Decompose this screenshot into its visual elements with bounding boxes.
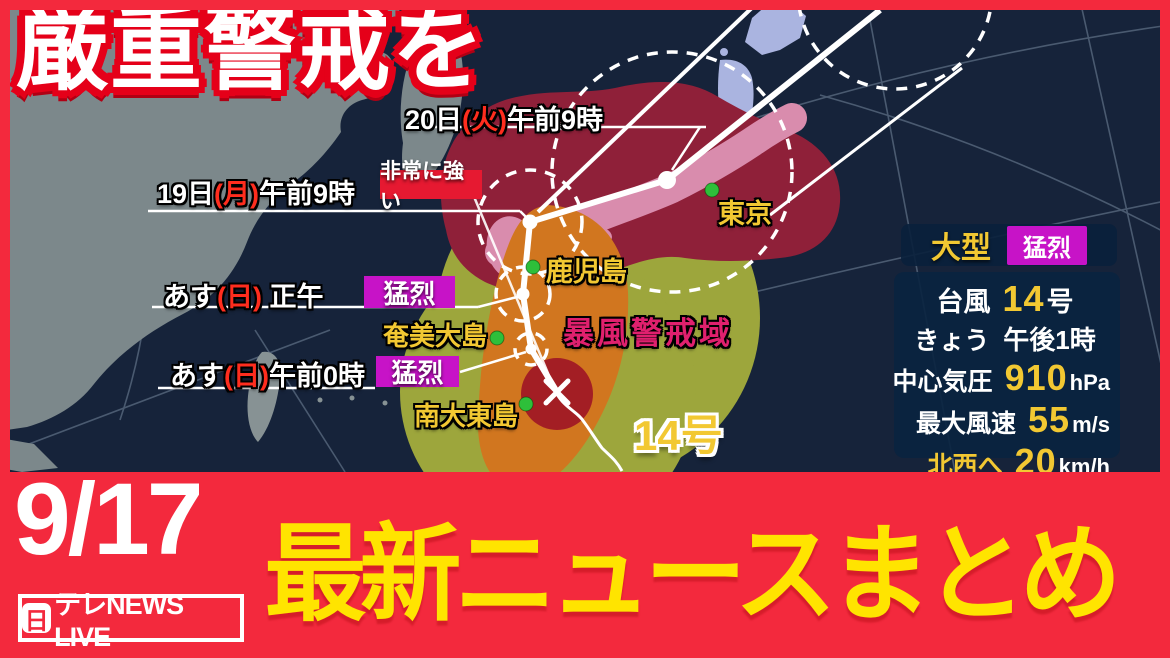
forecast-weekday: (月) [214, 179, 260, 209]
forecast-circles-dashed [476, 0, 994, 367]
forecast-track-line [520, 7, 882, 394]
place-label-minami-daito: 南大東島 [414, 401, 519, 431]
ntv-logo-text: テレNEWS LIVE [54, 590, 184, 652]
typhoon-number-value: 14 [1002, 278, 1045, 319]
wind-label: 最大風速 [916, 410, 1017, 438]
intensity-badge-violent: 猛烈 [364, 276, 455, 309]
max-wind-row: 最大風速 55 m/s [900, 399, 1110, 441]
small-island [382, 400, 388, 406]
typhoon-info-panel: 台風 14 号 きょう 午後1時 中心気圧 910 hPa 最大風速 55 m/… [893, 272, 1120, 482]
typhoon-name-row: 台風 14 号 [900, 278, 1110, 320]
forecast-date: あす [163, 282, 217, 312]
coast-patch [0, 438, 58, 472]
intensity-badge-violent: 猛烈 [376, 356, 459, 388]
forecast-time: 正午 [261, 282, 324, 312]
forecast-date: あす [170, 361, 224, 391]
storm-band-orange [477, 205, 629, 493]
pressure-value: 910 [1004, 357, 1068, 398]
forecast-label-19th: 19日(月)午前9時 [157, 172, 355, 211]
pressure-unit: hPa [1069, 370, 1110, 395]
program-title: 最新ニュースまとめ [264, 516, 1122, 634]
typhoon-label: 台風 [936, 287, 991, 317]
forecast-time: 午前9時 [507, 105, 604, 135]
korea-peninsula [400, 0, 464, 199]
typhoon-number-unit: 号 [1046, 287, 1074, 317]
forecast-time: 午前0時 [268, 361, 366, 391]
headline-banner: 厳重警戒を [16, 0, 487, 101]
observation-time-row: きょう 午後1時 [900, 320, 1110, 357]
typhoon-size-label: 大型 [931, 232, 991, 265]
forecast-weekday: (日) [217, 282, 262, 312]
bottom-banner: 9/17 日 テレNEWS LIVE 最新ニュースまとめ [0, 468, 1170, 658]
forecast-date: 19日 [157, 179, 215, 209]
fan-line-right [769, 66, 963, 217]
forecast-weekday: (火) [462, 105, 508, 135]
taiwan-island [247, 351, 281, 442]
small-island [349, 395, 355, 401]
time-value: 午後1時 [1003, 325, 1096, 355]
ntv-news-live-logo: 日 テレNEWS LIVE [18, 590, 244, 652]
wind-unit: m/s [1072, 412, 1110, 437]
china-landmass [0, 0, 402, 431]
fan-line-lower [460, 167, 557, 391]
typhoon-intensity-badge: 猛烈 [1007, 225, 1087, 265]
today-label: きょう [914, 327, 990, 355]
ntv-logo-icon: 日 [22, 603, 52, 635]
small-island [317, 397, 323, 403]
wind-value: 55 [1028, 399, 1071, 440]
place-label-kagoshima: 鹿児島 [546, 257, 627, 287]
intensity-badge-very-strong: 非常に強い [380, 160, 482, 213]
forecast-label-20th: 20日(火)午前9時 [405, 98, 603, 137]
typhoon-number-label: 14号 [634, 412, 723, 459]
forecast-label-tomorrow-0am: あす(日)午前0時 [170, 354, 365, 393]
forecast-label-tomorrow-noon: あす(日) 正午 [163, 275, 324, 314]
place-label-tokyo: 東京 [718, 199, 772, 229]
past-track-line [555, 393, 624, 472]
forecast-date: 20日 [405, 105, 463, 135]
storm-warning-area-label: 暴風警戒域 [563, 316, 733, 351]
typhoon-class-panel: 大型 猛烈 [901, 224, 1117, 266]
forecast-time: 午前9時 [259, 179, 356, 209]
place-label-amami-oshima: 奄美大島 [383, 321, 488, 351]
fan-line-left [536, 0, 760, 214]
pressure-label: 中心気圧 [892, 368, 993, 396]
typhoon-position-icon [543, 378, 571, 406]
city-marker-dots [489, 182, 720, 412]
broadcast-date: 9/17 [14, 462, 204, 576]
forecast-weekday: (日) [224, 361, 269, 391]
central-pressure-row: 中心気圧 910 hPa [893, 357, 1110, 399]
